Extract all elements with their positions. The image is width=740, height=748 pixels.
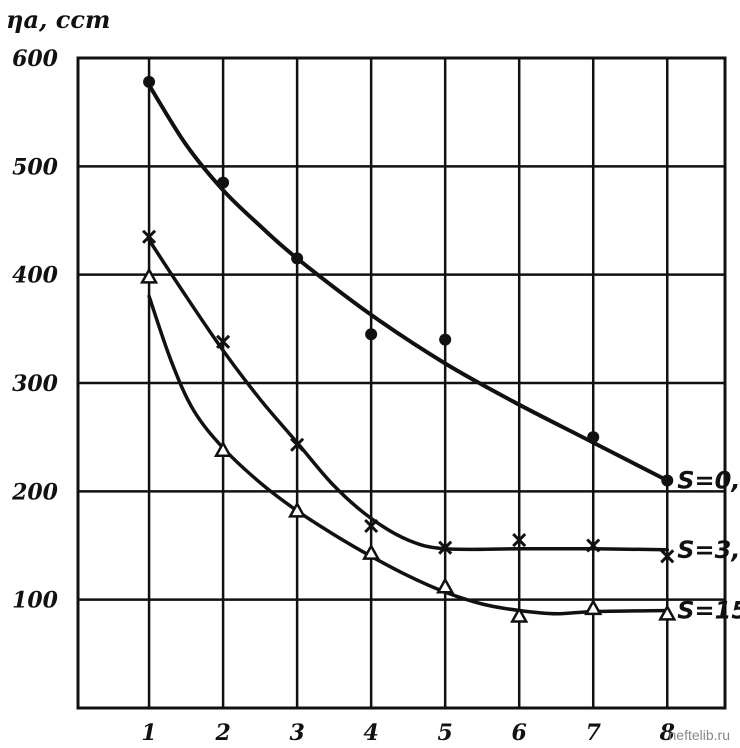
data-point-dot bbox=[439, 333, 452, 346]
x-tick-label: 4 bbox=[363, 720, 378, 746]
y-tick-label: 200 bbox=[11, 479, 59, 505]
data-point-triangle bbox=[287, 501, 307, 518]
grid bbox=[76, 56, 727, 710]
curves bbox=[147, 83, 670, 616]
series-label-3: S=15,0 bbox=[677, 597, 740, 625]
x-tick-label: 2 bbox=[214, 720, 230, 746]
y-tick-label: 600 bbox=[12, 46, 59, 72]
series-label-2: S=3,0 bbox=[677, 536, 740, 564]
data-point-dot bbox=[291, 252, 304, 265]
cross-stroke bbox=[216, 334, 231, 349]
data-point-dot bbox=[217, 176, 230, 189]
data-point-triangle bbox=[362, 543, 381, 560]
data-point-triangle bbox=[436, 577, 455, 594]
data-point-triangle bbox=[139, 267, 159, 284]
data-point-dot bbox=[143, 75, 156, 88]
cross-stroke bbox=[290, 437, 305, 452]
data-point-cross bbox=[512, 533, 527, 548]
tick-labels: 1 2 3 4 5 6 7 8 100 200 300 400 500 600 bbox=[11, 46, 675, 746]
x-tick-label: 8 bbox=[659, 720, 675, 746]
series-labels: S=0,5 S=3,0 S=15,0 bbox=[677, 467, 740, 625]
y-tick-label: 100 bbox=[12, 588, 59, 614]
cross-stroke bbox=[364, 518, 379, 534]
data-point-cross bbox=[438, 540, 453, 555]
x-tick-label: 1 bbox=[141, 720, 156, 746]
data-point-cross bbox=[364, 518, 379, 534]
data-point-triangle bbox=[510, 606, 529, 623]
data-point-cross bbox=[660, 549, 675, 564]
data-point-dot bbox=[365, 328, 378, 341]
x-tick-label: 5 bbox=[438, 720, 453, 746]
data-point-cross bbox=[142, 229, 157, 244]
x-tick-label: 6 bbox=[512, 720, 527, 746]
watermark: neftelib.ru bbox=[669, 727, 730, 743]
data-point-triangle bbox=[213, 440, 233, 458]
cross-stroke bbox=[142, 229, 157, 244]
cross-stroke bbox=[586, 538, 601, 553]
series-curve-2 bbox=[147, 238, 670, 552]
series-curve-1 bbox=[147, 83, 670, 483]
data-point-triangle bbox=[658, 604, 677, 621]
y-tick-label: 500 bbox=[12, 154, 59, 180]
cross-stroke bbox=[438, 540, 453, 555]
data-point-triangle bbox=[584, 598, 603, 616]
cross-stroke bbox=[512, 533, 527, 548]
data-point-dot bbox=[587, 431, 600, 444]
x-tick-label: 3 bbox=[289, 720, 304, 746]
series-label-1: S=0,5 bbox=[677, 467, 740, 495]
data-point-cross bbox=[290, 437, 305, 452]
data-point-cross bbox=[216, 334, 231, 349]
y-axis-title: ηa, сст bbox=[6, 5, 110, 34]
data-point-cross bbox=[586, 538, 601, 553]
y-tick-label: 400 bbox=[12, 263, 59, 289]
x-tick-label: 7 bbox=[586, 720, 602, 746]
y-tick-label: 300 bbox=[12, 371, 59, 397]
markers bbox=[139, 75, 677, 623]
cross-stroke bbox=[660, 549, 675, 564]
data-point-dot bbox=[661, 474, 674, 487]
